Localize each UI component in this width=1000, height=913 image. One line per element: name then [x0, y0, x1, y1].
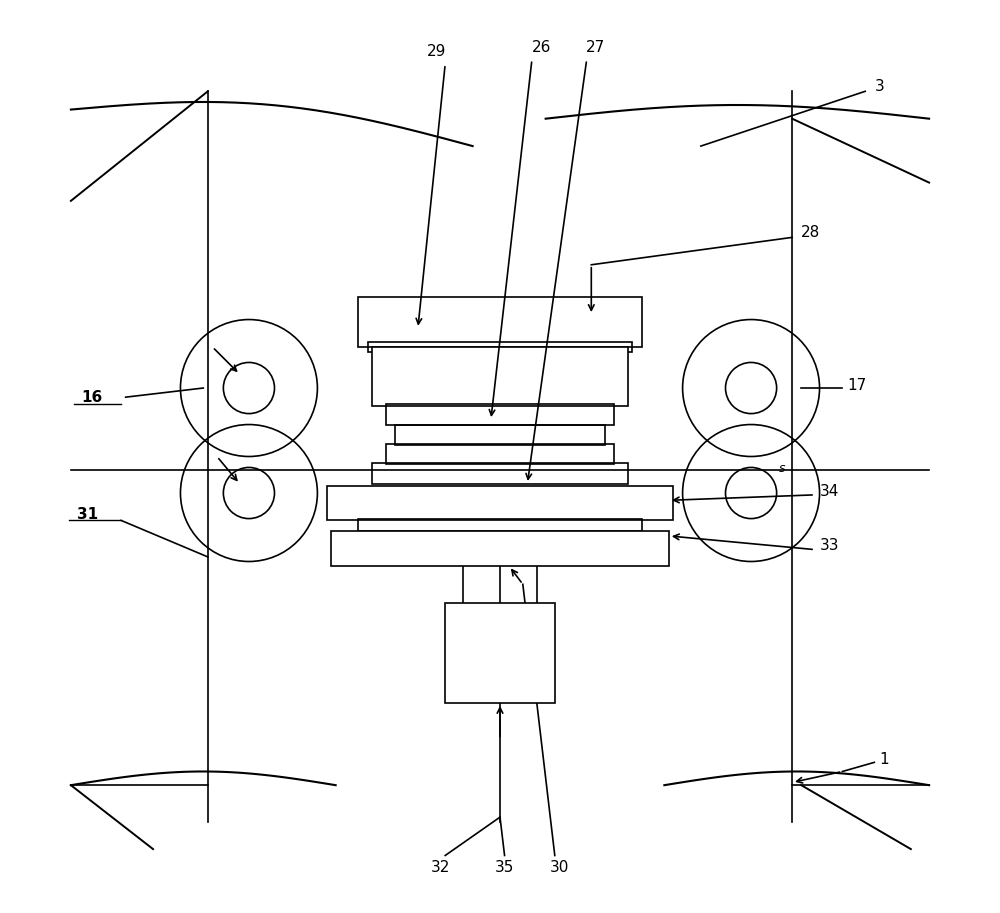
Text: 3: 3: [874, 79, 884, 94]
Text: s: s: [778, 462, 785, 475]
Text: 30: 30: [550, 860, 569, 875]
Bar: [386, 444, 614, 464]
Bar: [372, 463, 628, 484]
Bar: [368, 342, 632, 352]
Text: 32: 32: [431, 860, 450, 875]
Text: 31: 31: [77, 507, 98, 521]
Bar: [372, 347, 628, 406]
Bar: [358, 519, 642, 531]
Text: 35: 35: [495, 860, 514, 875]
Text: 28: 28: [801, 226, 821, 240]
Bar: [386, 404, 614, 425]
Bar: [395, 425, 605, 445]
Text: 17: 17: [847, 378, 866, 393]
Text: 16: 16: [82, 390, 103, 404]
Text: 33: 33: [820, 539, 839, 553]
Bar: [331, 531, 669, 566]
Text: 1: 1: [879, 752, 889, 767]
Text: 26: 26: [531, 40, 551, 55]
Bar: [327, 486, 673, 520]
Bar: [358, 297, 642, 347]
Text: 27: 27: [586, 40, 605, 55]
Text: 29: 29: [426, 45, 446, 59]
Bar: [445, 603, 555, 703]
Text: 34: 34: [820, 484, 839, 498]
